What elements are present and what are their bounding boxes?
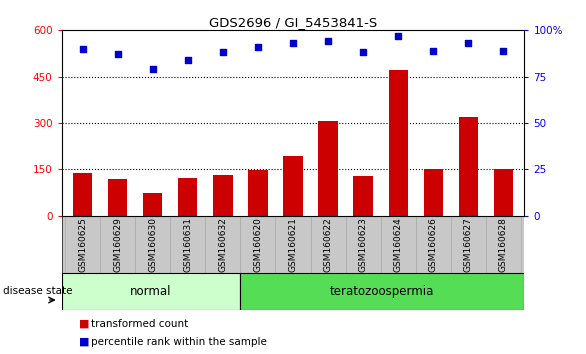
Bar	[135, 216, 171, 273]
Bar	[381, 216, 415, 273]
Bar	[205, 216, 240, 273]
Bar	[73, 172, 92, 216]
Text: percentile rank within the sample: percentile rank within the sample	[91, 337, 267, 347]
Text: GSM160622: GSM160622	[323, 217, 333, 272]
Point	[253, 44, 263, 50]
Point	[183, 57, 192, 63]
Text: GSM160624: GSM160624	[394, 217, 403, 272]
Point	[148, 66, 158, 72]
Bar	[65, 216, 100, 273]
Bar	[415, 216, 451, 273]
Bar	[62, 273, 240, 310]
Bar	[494, 169, 513, 216]
Text: disease state: disease state	[3, 286, 73, 296]
Title: GDS2696 / GI_5453841-S: GDS2696 / GI_5453841-S	[209, 16, 377, 29]
Bar	[486, 216, 521, 273]
Text: GSM160632: GSM160632	[219, 217, 227, 272]
Bar	[459, 117, 478, 216]
Bar	[178, 178, 197, 216]
Text: GSM160621: GSM160621	[288, 217, 298, 272]
Text: GSM160625: GSM160625	[78, 217, 87, 272]
Point	[218, 50, 227, 55]
Bar	[248, 170, 268, 216]
Bar	[240, 273, 524, 310]
Bar	[353, 176, 373, 216]
Text: GSM160628: GSM160628	[499, 217, 508, 272]
Text: normal: normal	[130, 285, 171, 298]
Text: transformed count: transformed count	[91, 319, 188, 329]
Point	[288, 40, 298, 46]
Text: ■: ■	[79, 337, 90, 347]
Text: teratozoospermia: teratozoospermia	[330, 285, 434, 298]
Bar	[346, 216, 381, 273]
Bar	[62, 216, 524, 273]
Text: GSM160629: GSM160629	[113, 217, 122, 272]
Point	[499, 48, 508, 53]
Bar	[108, 179, 127, 216]
Bar	[275, 216, 311, 273]
Bar	[424, 170, 443, 216]
Text: GSM160630: GSM160630	[148, 217, 157, 272]
Text: GSM160626: GSM160626	[429, 217, 438, 272]
Point	[394, 33, 403, 39]
Text: GSM160631: GSM160631	[183, 217, 192, 272]
Point	[113, 51, 122, 57]
Bar	[389, 70, 408, 216]
Bar	[318, 121, 338, 216]
Bar	[213, 175, 233, 216]
Bar	[100, 216, 135, 273]
Bar	[143, 193, 162, 216]
Bar	[171, 216, 205, 273]
Point	[464, 40, 473, 46]
Point	[78, 46, 87, 51]
Text: GSM160620: GSM160620	[253, 217, 263, 272]
Bar	[240, 216, 275, 273]
Text: GSM160627: GSM160627	[464, 217, 473, 272]
Bar	[451, 216, 486, 273]
Point	[359, 50, 368, 55]
Bar	[311, 216, 346, 273]
Text: GSM160623: GSM160623	[359, 217, 367, 272]
Point	[428, 48, 438, 53]
Point	[323, 38, 333, 44]
Bar	[284, 155, 302, 216]
Text: ■: ■	[79, 319, 90, 329]
